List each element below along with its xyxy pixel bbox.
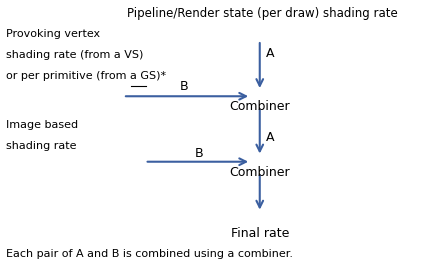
Text: Pipeline/Render state (per draw) shading rate: Pipeline/Render state (per draw) shading… bbox=[127, 7, 397, 20]
Text: Combiner: Combiner bbox=[229, 100, 290, 113]
Text: Image based: Image based bbox=[6, 120, 78, 130]
Text: A: A bbox=[266, 131, 275, 144]
Text: B: B bbox=[194, 147, 203, 160]
Text: or per primitive (from a GS)*: or per primitive (from a GS)* bbox=[6, 70, 166, 81]
Text: shading rate: shading rate bbox=[6, 141, 76, 151]
Text: Each pair of A and B is combined using a combiner.: Each pair of A and B is combined using a… bbox=[6, 249, 293, 259]
Text: Final rate: Final rate bbox=[231, 227, 289, 240]
Text: A: A bbox=[266, 47, 275, 60]
Text: Combiner: Combiner bbox=[229, 166, 290, 179]
Text: shading rate (from a VS): shading rate (from a VS) bbox=[6, 50, 143, 60]
Text: Provoking vertex: Provoking vertex bbox=[6, 29, 100, 39]
Text: B: B bbox=[180, 80, 188, 93]
